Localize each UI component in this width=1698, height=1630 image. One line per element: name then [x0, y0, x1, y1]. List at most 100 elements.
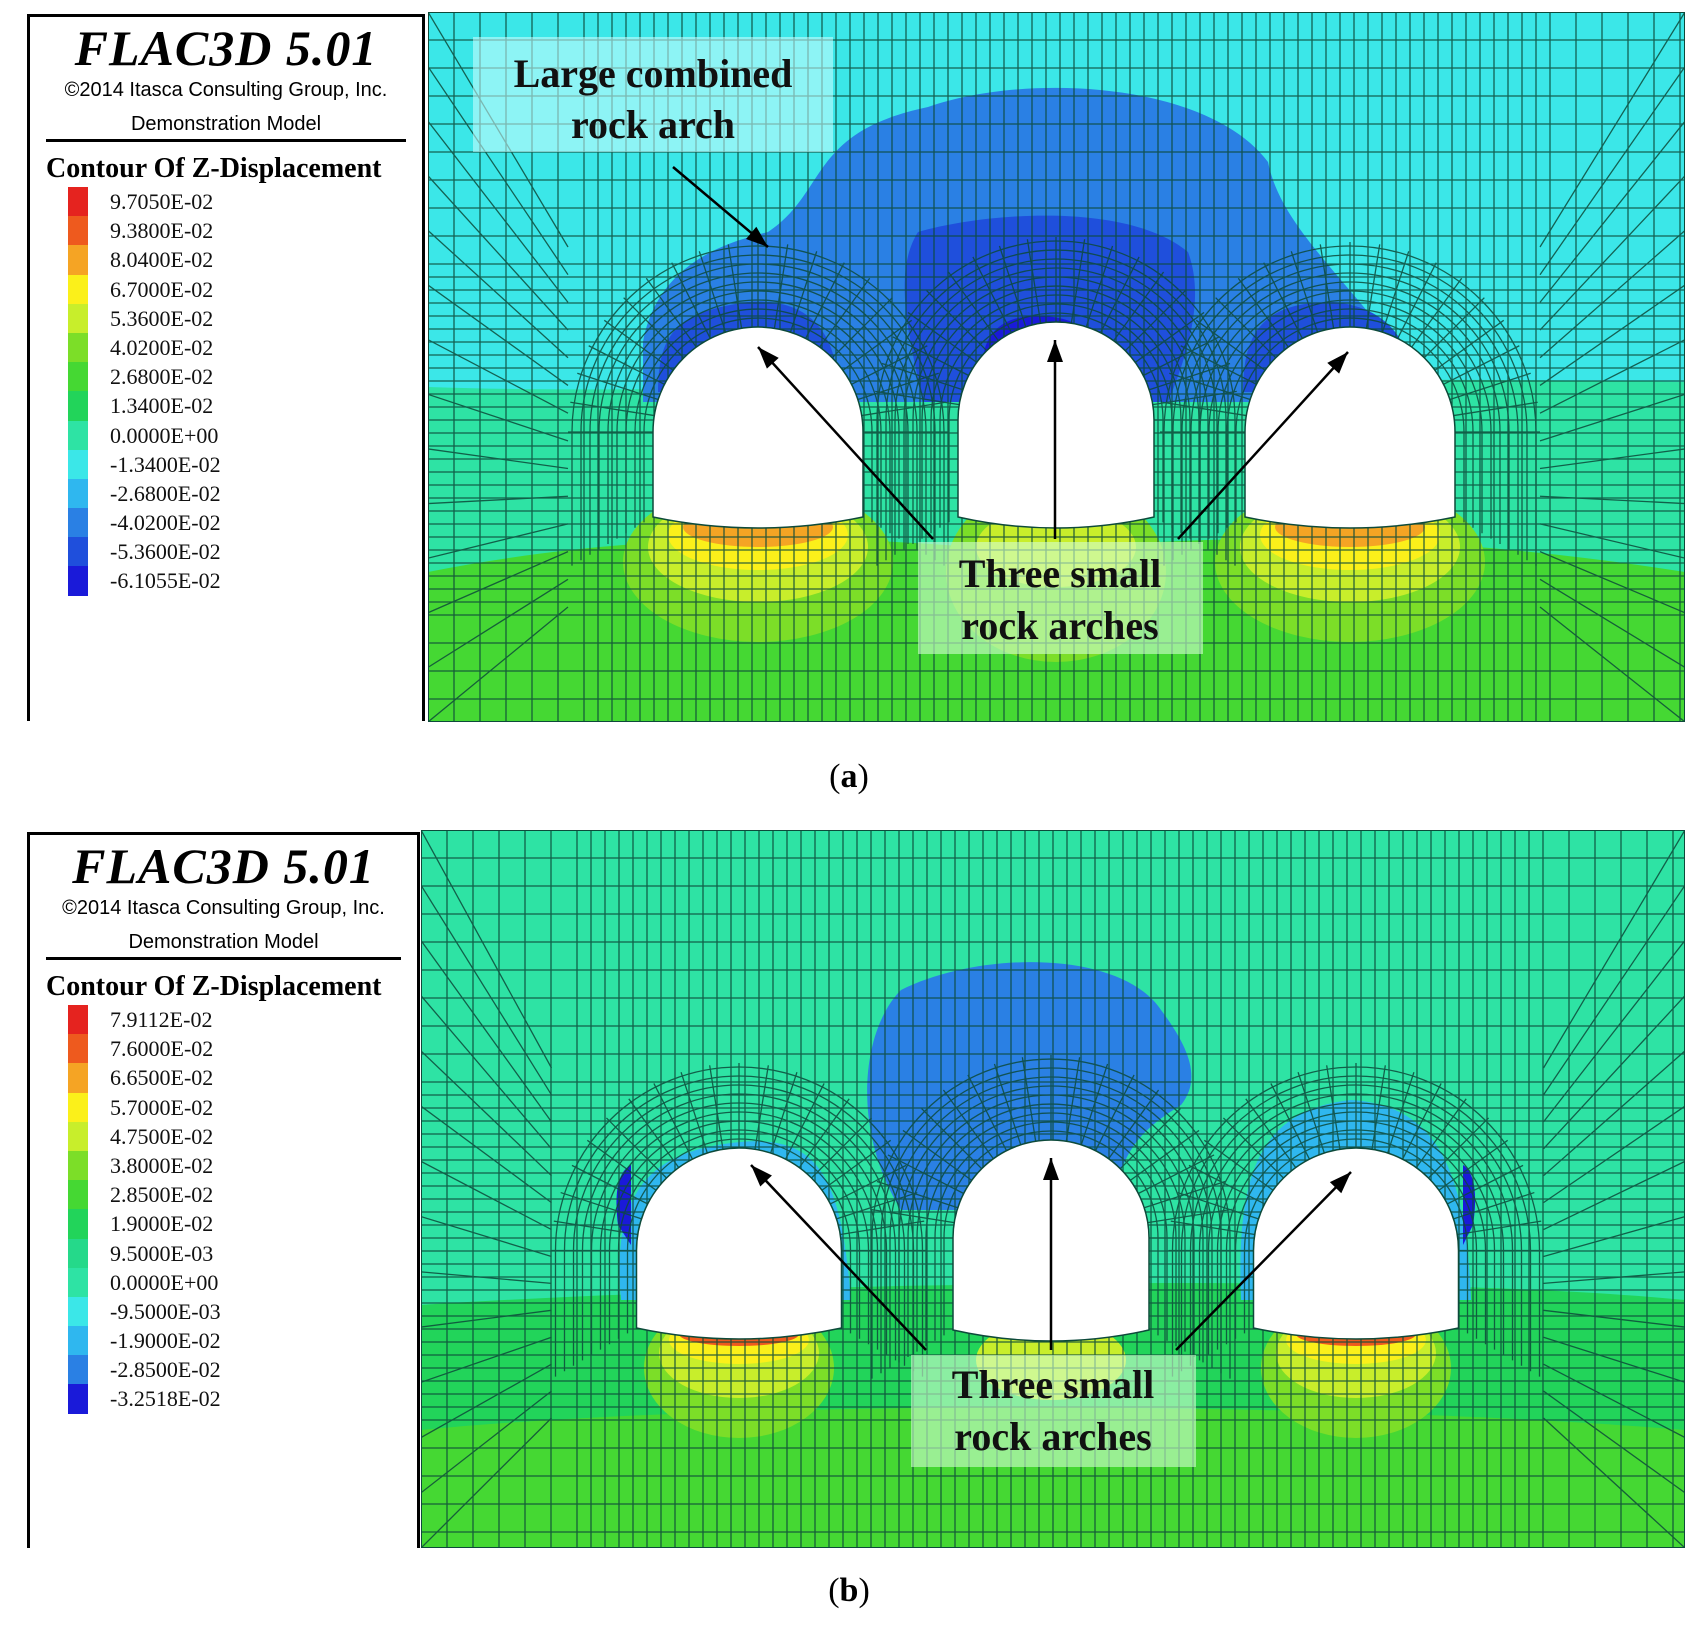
- legend-label: 9.5000E-03: [110, 1240, 214, 1266]
- legend-label: 5.7000E-02: [110, 1094, 214, 1120]
- legend-label: 7.9112E-02: [110, 1007, 213, 1032]
- legend-swatch: [68, 1326, 88, 1356]
- legend-label: 0.0000E+00: [110, 422, 219, 448]
- model-label: Demonstration Model: [130, 113, 322, 135]
- legend-label: 7.6000E-02: [110, 1036, 214, 1062]
- annotation-text: rock arch: [571, 102, 735, 147]
- annotation-text: Large combined: [514, 51, 793, 96]
- legend-swatch: [68, 1267, 88, 1297]
- legend-label: 2.6800E-02: [110, 364, 214, 390]
- tunnel-opening: [1252, 1147, 1460, 1340]
- software-title: FLAC3D 5.01: [72, 838, 375, 894]
- caption-letter: a: [840, 758, 858, 795]
- annotation-box: [918, 542, 1203, 654]
- contour-mesh-svg: Three small rock arches: [421, 830, 1685, 1548]
- arrow-head: [1047, 340, 1063, 362]
- legend-label: -9.5000E-03: [110, 1298, 221, 1324]
- legend-swatch: [68, 420, 88, 450]
- annotation-text: Three small: [959, 551, 1162, 596]
- legend-swatch: [68, 332, 88, 363]
- legend-label: 6.7000E-02: [110, 276, 214, 302]
- annotation-box: [911, 1355, 1196, 1467]
- contour-mesh-svg: Large combined rock arch Three small rock a…: [428, 12, 1685, 722]
- caption-letter: b: [839, 1572, 859, 1609]
- legend-label: 2.8500E-02: [110, 1182, 214, 1208]
- legend-divider: [46, 957, 401, 960]
- legend-label: -5.3600E-02: [110, 539, 221, 565]
- legend-box: FLAC3D 5.01 ©2014 Itasca Consulting Grou…: [27, 832, 420, 1548]
- legend-label: 4.0200E-02: [110, 334, 214, 360]
- legend-label: 4.7500E-02: [110, 1123, 214, 1149]
- panel-b: FLAC3D 5.01 ©2014 Itasca Consulting Grou…: [0, 820, 1698, 1630]
- copyright-text: ©2014 Itasca Consulting Group, Inc.: [64, 79, 388, 101]
- legend-swatch: [68, 1092, 88, 1122]
- legend-label: -3.2518E-02: [110, 1386, 221, 1412]
- legend-swatch: [68, 391, 88, 421]
- legend-swatch: [68, 1121, 88, 1151]
- legend-swatch: [68, 1296, 88, 1327]
- annotation-text: rock arches: [954, 1414, 1151, 1459]
- legend-swatch: [68, 566, 88, 596]
- legend-swatch: [68, 1180, 88, 1210]
- caption-b: (b): [828, 1572, 870, 1609]
- legend-swatch: [68, 537, 88, 567]
- legend-label: 1.9000E-02: [110, 1211, 214, 1237]
- legend-box: FLAC3D 5.01 ©2014 Itasca Consulting Grou…: [27, 14, 425, 721]
- arrow-head: [751, 1165, 772, 1187]
- caption-a: (a): [829, 758, 869, 795]
- arrow-head: [1043, 1158, 1059, 1180]
- legend-label: 1.3400E-02: [110, 393, 214, 419]
- panel-a: FLAC3D 5.01 ©2014 Itasca Consulting Grou…: [0, 0, 1698, 795]
- legend-label: 5.3600E-02: [110, 305, 214, 331]
- tunnel-opening: [1244, 326, 1456, 529]
- software-title: FLAC3D 5.01: [74, 20, 378, 76]
- legend-label: -4.0200E-02: [110, 510, 221, 536]
- annotation-arrow: [1177, 351, 1349, 540]
- displacement-contour-plot: Three small rock arches: [421, 830, 1685, 1548]
- arrow-head: [758, 347, 779, 369]
- legend-swatch: [68, 1238, 88, 1268]
- legend-label: 3.8000E-02: [110, 1152, 214, 1178]
- legend-swatch: [68, 1063, 88, 1093]
- legend-label: -2.8500E-02: [110, 1357, 221, 1383]
- legend-swatch: [68, 1384, 88, 1414]
- legend-swatch: [68, 216, 88, 246]
- region-center-arch: [867, 962, 1192, 1210]
- annotation-arrow: [1175, 1171, 1352, 1351]
- legend-label: -6.1055E-02: [110, 568, 221, 594]
- annotation-arrow: [757, 346, 934, 540]
- contour-title: Contour Of Z-Displacement: [46, 971, 382, 1002]
- legend-swatch: [68, 303, 88, 333]
- legend-swatch: [68, 274, 88, 304]
- legend-label: -2.6800E-02: [110, 480, 221, 506]
- annotation-text: rock arches: [961, 603, 1158, 648]
- contour-title: Contour Of Z-Displacement: [46, 153, 382, 184]
- arrow-head: [746, 226, 768, 247]
- model-label: Demonstration Model: [128, 931, 319, 953]
- legend-label: -1.9000E-02: [110, 1328, 221, 1354]
- legend-divider: [46, 139, 406, 142]
- arrow-head: [1327, 352, 1348, 374]
- legend-label: 9.3800E-02: [110, 218, 214, 244]
- legend-label: 6.6500E-02: [110, 1065, 214, 1091]
- annotation-box: [473, 37, 833, 152]
- legend-swatch: [68, 449, 88, 479]
- arrow-head: [1329, 1172, 1351, 1194]
- legend-label: 0.0000E+00: [110, 1269, 219, 1295]
- tunnel-opening: [635, 1147, 843, 1340]
- copyright-text: ©2014 Itasca Consulting Group, Inc.: [62, 897, 385, 919]
- legend-swatch: [68, 1150, 88, 1181]
- legend-swatch: [68, 478, 88, 509]
- annotation-arrow: [750, 1164, 927, 1351]
- legend-swatch: [68, 187, 88, 217]
- displacement-contour-plot: Large combined rock arch Three small rock a…: [428, 12, 1685, 722]
- legend-swatch: [68, 1355, 88, 1385]
- legend-swatch: [68, 1034, 88, 1064]
- legend-swatch: [68, 508, 88, 538]
- annotation-text: Three small: [952, 1362, 1155, 1407]
- legend-label: 8.0400E-02: [110, 247, 214, 273]
- legend-swatch: [68, 245, 88, 275]
- legend-swatch: [68, 362, 88, 392]
- legend-swatch: [68, 1005, 88, 1035]
- legend-label: 9.7050E-02: [110, 189, 214, 214]
